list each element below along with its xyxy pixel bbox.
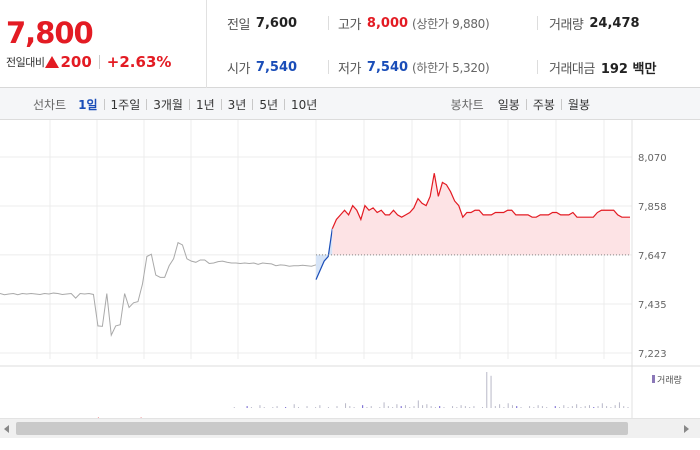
price-box: 7,800 전일대비 200 +2.63% [0,0,207,88]
y-tick-label: 7,223 [638,349,667,360]
tab-divider [560,98,562,110]
amount-value: 192 백만 [600,61,657,77]
divider [98,55,100,69]
lower-limit: (하한가 5,320) [412,60,490,75]
volume-label: 거래량 [549,17,584,33]
open-value: 7,540 [255,59,298,75]
tab-divider [284,98,286,110]
period-tab-3[interactable]: 1년 [195,97,215,112]
open-cell: 시가 7,540 [227,57,297,77]
tab-divider [188,98,190,110]
period-tabs: 선차트 1일 1주일 3개월 1년 3년 5년 10년 [33,88,323,120]
tab-divider [146,98,148,110]
bottom-spacer [0,438,700,450]
high-value: 8,000 [366,15,409,31]
chart-toolbar: 선차트 1일 1주일 3개월 1년 3년 5년 10년 봉차트 일봉 주봉 월봉 [0,88,700,120]
scroll-thumb[interactable] [16,422,628,435]
prev-close-label: 전일 [227,17,250,33]
candle-tabs: 봉차트 일봉 주봉 월봉 [451,88,596,120]
line-chart-label: 선차트 [33,97,67,112]
prev-day-line [0,241,317,337]
current-price: 7,800 [6,16,94,50]
candle-tab-0[interactable]: 일봉 [497,97,520,112]
volume-value: 24,478 [589,15,640,31]
tab-divider [220,98,222,110]
y-tick-label: 8,070 [638,153,667,164]
change-label: 전일대비 [6,56,45,69]
volume-cell: 거래량 24,478 [549,13,640,33]
change-rate: +2.63% [106,53,172,71]
today-price-line [331,173,630,229]
price-chart: 8,0707,8587,6477,4357,223거래량10:0011:0012… [0,120,700,428]
y-tick-label: 7,858 [638,202,667,213]
y-tick-label: 7,647 [638,251,667,262]
period-tab-1[interactable]: 1주일 [110,97,141,112]
low-value: 7,540 [366,59,409,75]
info-grid: 전일 7,600 고가 8,000 (상한가 9,880) 거래량 24,478… [208,0,700,88]
period-tab-2[interactable]: 3개월 [153,97,183,112]
horizontal-scrollbar[interactable] [0,418,700,438]
quote-panel: 7,800 전일대비 200 +2.63% 전일 7,600 고가 8,000 … [0,0,700,88]
upper-limit: (상한가 9,880) [412,16,490,31]
divider [537,16,538,30]
scroll-right-icon[interactable] [684,425,689,433]
tab-divider [525,98,527,110]
candle-tab-1[interactable]: 주봉 [532,97,555,112]
high-label: 고가 [338,17,361,33]
low-label: 저가 [338,61,361,77]
change-row: 전일대비 200 +2.63% [6,53,171,71]
change-value: 200 [60,53,92,71]
above-prev-close-area [332,173,630,255]
candle-chart-label: 봉차트 [450,97,484,112]
below-prev-close-line [315,228,333,280]
divider [537,60,538,74]
tab-divider [103,98,105,110]
price-chart-area: 8,0707,8587,6477,4357,223거래량10:0011:0012… [0,120,700,450]
high-cell: 고가 8,000 (상한가 9,880) [338,13,490,33]
below-prev-close-area [316,228,333,280]
amount-label: 거래대금 [549,61,595,77]
prev-close-value: 7,600 [255,15,298,31]
prev-close-cell: 전일 7,600 [227,13,297,33]
volume-legend-label: 거래량 [657,374,682,386]
scroll-left-icon[interactable] [4,425,9,433]
period-tab-5[interactable]: 5년 [259,97,279,112]
period-tab-0[interactable]: 1일 [78,97,98,112]
divider [328,60,329,74]
volume-legend-swatch [652,375,655,383]
amount-cell: 거래대금 192 백만 [549,57,656,77]
low-cell: 저가 7,540 (하한가 5,320) [338,57,490,77]
period-tab-6[interactable]: 10년 [291,97,318,112]
period-tab-4[interactable]: 3년 [227,97,247,112]
y-tick-label: 7,435 [638,300,667,311]
divider [328,16,329,30]
candle-tab-2[interactable]: 월봉 [567,97,590,112]
open-label: 시가 [227,61,250,77]
up-arrow-icon [45,56,60,68]
tab-divider [252,98,254,110]
